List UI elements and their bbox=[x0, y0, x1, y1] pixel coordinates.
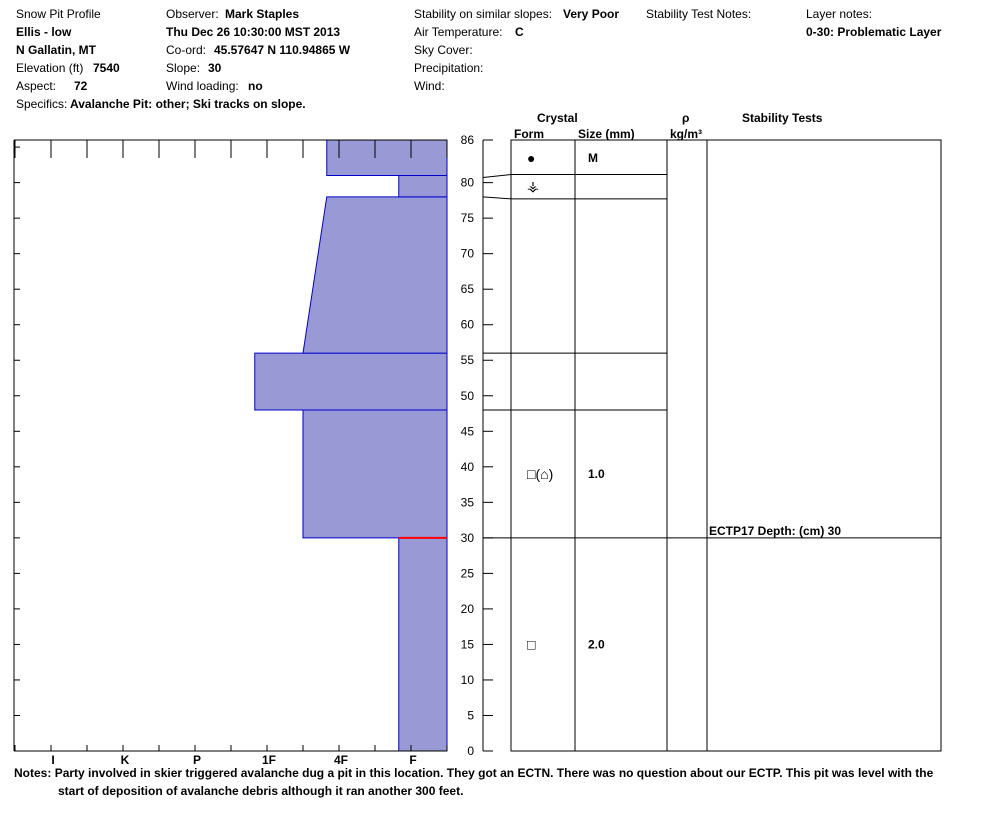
profile-title: Snow Pit Profile bbox=[16, 7, 101, 21]
stability-label: Stability on similar slopes: bbox=[414, 7, 553, 21]
stability-tests-header: Stability Tests bbox=[742, 111, 823, 125]
crystal-form-1: ⚶ bbox=[527, 178, 539, 194]
form-header: Form bbox=[514, 127, 544, 141]
elevation-label: Elevation (ft) bbox=[16, 61, 84, 75]
observer-label: Observer: bbox=[166, 7, 219, 21]
stability-test-0: ECTP17 Depth: (cm) 30 bbox=[709, 524, 841, 538]
hardness-layer-4 bbox=[398, 175, 448, 198]
notes-line2: start of deposition of avalanche debris … bbox=[58, 784, 464, 798]
depth-tick-label-25: 25 bbox=[461, 566, 475, 580]
hardness-label-P: P bbox=[193, 753, 201, 767]
coord-value: 45.57647 N 110.94865 W bbox=[214, 43, 351, 57]
elevation-value: 7540 bbox=[93, 61, 120, 75]
depth-tick-label-55: 55 bbox=[461, 353, 475, 367]
crystal-form-2: □(⌂) bbox=[527, 466, 553, 482]
location-name: Ellis - low bbox=[16, 25, 72, 39]
hardness-label-F: F bbox=[409, 753, 416, 767]
specifics-label: Specifics: bbox=[16, 97, 68, 111]
wind-loading-label: Wind loading: bbox=[166, 79, 239, 93]
connector-81 bbox=[482, 174, 512, 179]
slope-label: Slope: bbox=[166, 61, 201, 75]
depth-tick-label-80: 80 bbox=[461, 176, 475, 190]
depth-tick-label-86: 86 bbox=[461, 133, 475, 147]
depth-tick-label-75: 75 bbox=[461, 211, 475, 225]
aspect-value: 72 bbox=[74, 79, 88, 93]
observer-value: Mark Staples bbox=[225, 7, 300, 21]
size-header: Size (mm) bbox=[578, 127, 635, 141]
layer-table-frame bbox=[510, 139, 942, 752]
depth-tick-label-40: 40 bbox=[461, 460, 475, 474]
air-temp-label: Air Temperature: bbox=[414, 25, 503, 39]
region-name: N Gallatin, MT bbox=[16, 43, 97, 57]
hardness-layer-1 bbox=[302, 409, 448, 539]
hardness-label-4F: 4F bbox=[334, 753, 348, 767]
layer-notes-value: 0-30: Problematic Layer bbox=[806, 25, 942, 39]
layer-notes-label: Layer notes: bbox=[806, 7, 873, 21]
notes-block: Notes: Party involved in skier triggered… bbox=[14, 764, 944, 800]
notes-line1: Party involved in skier triggered avalan… bbox=[54, 766, 934, 780]
depth-tick-label-35: 35 bbox=[461, 495, 475, 509]
crystal-size-3: 2.0 bbox=[588, 637, 605, 651]
hardness-label-K: K bbox=[121, 753, 130, 767]
depth-tick-label-70: 70 bbox=[461, 247, 475, 261]
crystal-size-0: M bbox=[588, 151, 598, 165]
density-unit-header: kg/m³ bbox=[670, 127, 703, 141]
depth-tick-label-15: 15 bbox=[461, 637, 475, 651]
depth-tick-label-60: 60 bbox=[461, 318, 475, 332]
rho-header: ρ bbox=[682, 111, 690, 125]
depth-tick-label-20: 20 bbox=[461, 602, 475, 616]
depth-tick-label-5: 5 bbox=[467, 708, 474, 722]
depth-tick-label-30: 30 bbox=[461, 531, 475, 545]
stability-notes-label: Stability Test Notes: bbox=[646, 7, 752, 21]
observation-date: Thu Dec 26 10:30:00 MST 2013 bbox=[166, 25, 341, 39]
notes-label: Notes: bbox=[14, 766, 52, 780]
aspect-label: Aspect: bbox=[16, 79, 57, 93]
connector-78 bbox=[482, 196, 512, 200]
depth-tick-label-45: 45 bbox=[461, 424, 475, 438]
crystal-size-2: 1.0 bbox=[588, 467, 605, 481]
crystal-form-3: □ bbox=[527, 636, 536, 652]
air-temp-value: C bbox=[515, 25, 524, 39]
sky-cover-label: Sky Cover: bbox=[414, 43, 473, 57]
depth-tick-label-10: 10 bbox=[461, 673, 475, 687]
depth-tick-label-50: 50 bbox=[461, 389, 475, 403]
hardness-layer-0 bbox=[398, 537, 448, 752]
crystal-header: Crystal bbox=[537, 111, 578, 125]
wind-loading-value: no bbox=[248, 79, 263, 93]
hardness-label-I: I bbox=[51, 753, 54, 767]
coord-label: Co-ord: bbox=[166, 43, 207, 57]
precip-label: Precipitation: bbox=[414, 61, 484, 75]
hardness-layer-2 bbox=[254, 352, 448, 411]
hardness-label-1F: 1F bbox=[262, 753, 276, 767]
specifics-value: Avalanche Pit: other; Ski tracks on slop… bbox=[70, 97, 306, 111]
depth-tick-label-65: 65 bbox=[461, 282, 475, 296]
hardness-layer-5 bbox=[326, 139, 448, 177]
depth-tick-label-0: 0 bbox=[467, 744, 474, 758]
wind-label: Wind: bbox=[414, 79, 445, 93]
crystal-form-0: ● bbox=[527, 150, 535, 166]
stability-value: Very Poor bbox=[563, 7, 620, 21]
hardness-layer-3 bbox=[302, 196, 448, 354]
slope-value: 30 bbox=[208, 61, 222, 75]
